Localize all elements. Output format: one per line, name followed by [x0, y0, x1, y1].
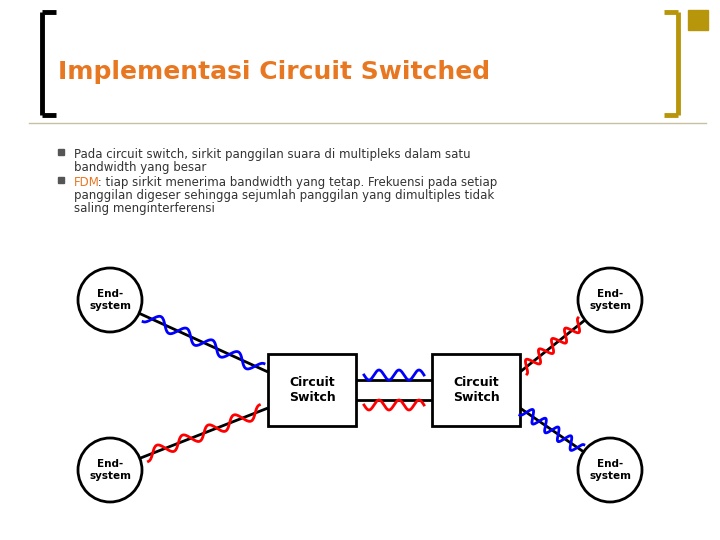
Text: saling menginterferensi: saling menginterferensi — [74, 202, 215, 215]
Bar — [688, 10, 708, 30]
Text: : tiap sirkit menerima bandwidth yang tetap. Frekuensi pada setiap: : tiap sirkit menerima bandwidth yang te… — [94, 176, 498, 189]
Circle shape — [78, 438, 142, 502]
Bar — [432, 354, 520, 426]
Bar — [58, 177, 64, 183]
Bar — [268, 354, 356, 426]
Text: End-
system: End- system — [589, 289, 631, 311]
Text: End-
system: End- system — [89, 459, 131, 481]
Text: Pada circuit switch, sirkit panggilan suara di multipleks dalam satu: Pada circuit switch, sirkit panggilan su… — [74, 148, 471, 161]
Text: End-
system: End- system — [589, 459, 631, 481]
Bar — [58, 149, 64, 155]
Text: Circuit
Switch: Circuit Switch — [453, 376, 500, 404]
Text: Implementasi Circuit Switched: Implementasi Circuit Switched — [58, 60, 490, 84]
Circle shape — [78, 268, 142, 332]
Text: FDM: FDM — [74, 176, 100, 189]
Circle shape — [578, 268, 642, 332]
Text: Circuit
Switch: Circuit Switch — [289, 376, 336, 404]
Text: End-
system: End- system — [89, 289, 131, 311]
Text: bandwidth yang besar: bandwidth yang besar — [74, 161, 207, 174]
Text: panggilan digeser sehingga sejumlah panggilan yang dimultiples tidak: panggilan digeser sehingga sejumlah pang… — [74, 189, 494, 202]
Circle shape — [578, 438, 642, 502]
